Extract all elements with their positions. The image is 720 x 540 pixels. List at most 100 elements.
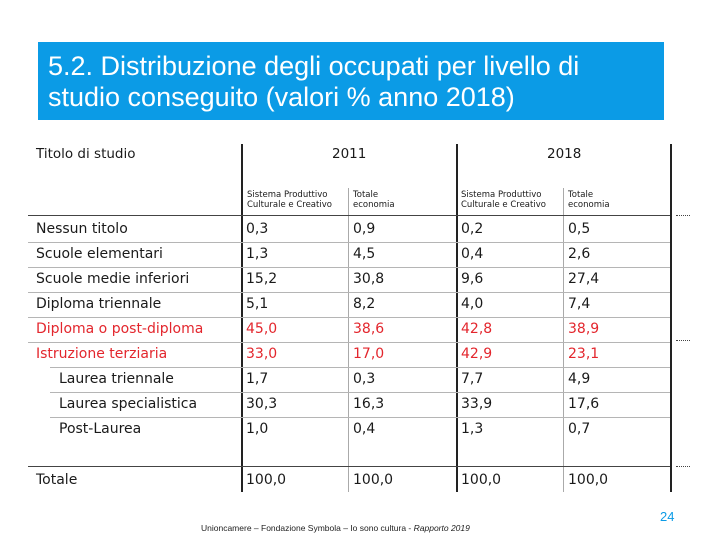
value-cell: 100,0	[568, 472, 609, 488]
table-row: Diploma triennale 5,1 8,2 4,0 7,4	[28, 292, 670, 317]
row-divider	[50, 367, 670, 368]
value-cell: 0,4	[353, 421, 376, 437]
subheader-text: economia	[568, 200, 610, 210]
footer-report: Rapporto 2019	[413, 523, 470, 533]
value-cell: 0,3	[246, 221, 269, 237]
column-divider	[563, 188, 564, 492]
footer-source: Unioncamere – Fondazione Symbola – Io so…	[201, 523, 470, 533]
subheader-totale-2018: Totale economia	[568, 190, 610, 210]
value-cell: 2,6	[568, 246, 591, 262]
slide-title: 5.2. Distribuzione degli occupati per li…	[38, 42, 664, 120]
subheader-text: Sistema Produttivo	[461, 190, 542, 200]
value-cell: 15,2	[246, 271, 278, 287]
year-header-2011: 2011	[332, 146, 367, 162]
subheader-text: Totale	[353, 190, 379, 200]
subheader-sistema-2011: Sistema Produttivo Culturale e Creativo	[247, 190, 332, 210]
value-cell: 1,7	[246, 371, 269, 387]
value-cell: 42,9	[461, 346, 493, 362]
table-row-sub: Post-Laurea 1,0 0,4 1,3 0,7	[28, 417, 670, 442]
dotted-mark	[676, 466, 690, 467]
dotted-mark	[676, 340, 690, 341]
education-table: Titolo di studio 2011 2018 Sistema Produ…	[28, 140, 692, 496]
year-header-2018: 2018	[547, 146, 582, 162]
value-cell: 38,6	[353, 321, 385, 337]
table-row-total: Totale 100,0 100,0 100,0 100,0	[28, 468, 670, 493]
row-label: Laurea triennale	[59, 371, 174, 387]
value-cell: 30,8	[353, 271, 385, 287]
table-row-sub: Laurea triennale 1,7 0,3 7,7 4,9	[28, 367, 670, 392]
value-cell: 45,0	[246, 321, 278, 337]
value-cell: 0,9	[353, 221, 376, 237]
column-divider	[670, 144, 672, 492]
value-cell: 1,3	[461, 421, 484, 437]
column-divider	[456, 144, 458, 492]
row-label: Totale	[36, 472, 78, 488]
value-cell: 30,3	[246, 396, 278, 412]
title-header: Titolo di studio	[36, 146, 136, 162]
header-divider	[28, 215, 670, 216]
total-divider	[28, 466, 670, 467]
subheader-sistema-2018: Sistema Produttivo Culturale e Creativo	[461, 190, 546, 210]
table-row: Scuole medie inferiori 15,2 30,8 9,6 27,…	[28, 267, 670, 292]
value-cell: 33,0	[246, 346, 278, 362]
row-divider	[28, 317, 670, 318]
value-cell: 42,8	[461, 321, 493, 337]
value-cell: 0,3	[353, 371, 376, 387]
subheader-totale-2011: Totale economia	[353, 190, 395, 210]
subheader-text: Culturale e Creativo	[247, 200, 332, 210]
table-row-highlight: Diploma o post-diploma 45,0 38,6 42,8 38…	[28, 317, 670, 342]
value-cell: 100,0	[353, 472, 394, 488]
value-cell: 1,3	[246, 246, 269, 262]
value-cell: 0,5	[568, 221, 591, 237]
subheader-text: Totale	[568, 190, 594, 200]
value-cell: 0,4	[461, 246, 484, 262]
value-cell: 16,3	[353, 396, 385, 412]
value-cell: 0,2	[461, 221, 484, 237]
row-label: Laurea specialistica	[59, 396, 198, 412]
column-divider	[348, 188, 349, 492]
row-label: Post-Laurea	[59, 421, 142, 437]
value-cell: 7,4	[568, 296, 591, 312]
value-cell: 17,6	[568, 396, 600, 412]
value-cell: 7,7	[461, 371, 484, 387]
subheader-text: economia	[353, 200, 395, 210]
row-label: Scuole medie inferiori	[36, 271, 190, 287]
value-cell: 100,0	[461, 472, 502, 488]
row-divider	[50, 392, 670, 393]
row-divider	[28, 242, 670, 243]
subheader-text: Sistema Produttivo	[247, 190, 328, 200]
row-divider	[28, 292, 670, 293]
row-divider	[28, 342, 670, 343]
value-cell: 4,9	[568, 371, 591, 387]
value-cell: 9,6	[461, 271, 484, 287]
row-label: Nessun titolo	[36, 221, 128, 237]
value-cell: 38,9	[568, 321, 600, 337]
value-cell: 0,7	[568, 421, 591, 437]
value-cell: 23,1	[568, 346, 600, 362]
value-cell: 17,0	[353, 346, 385, 362]
subheader-text: Culturale e Creativo	[461, 200, 546, 210]
page-number: 24	[660, 509, 675, 524]
value-cell: 100,0	[246, 472, 287, 488]
dotted-mark	[676, 215, 690, 216]
table-row: Scuole elementari 1,3 4,5 0,4 2,6	[28, 242, 670, 267]
column-divider	[241, 144, 243, 492]
value-cell: 33,9	[461, 396, 493, 412]
row-label: Scuole elementari	[36, 246, 163, 262]
value-cell: 4,0	[461, 296, 484, 312]
footer-text: Unioncamere – Fondazione Symbola – Io so…	[201, 523, 414, 533]
value-cell: 4,5	[353, 246, 376, 262]
row-divider	[50, 417, 670, 418]
value-cell: 1,0	[246, 421, 269, 437]
slide-title-line-1: 5.2. Distribuzione degli occupati per li…	[48, 51, 580, 81]
table-row-highlight: Istruzione terziaria 33,0 17,0 42,9 23,1	[28, 342, 670, 367]
value-cell: 8,2	[353, 296, 376, 312]
row-label: Diploma o post-diploma	[36, 321, 204, 337]
row-label: Diploma triennale	[36, 296, 162, 312]
table-row-sub: Laurea specialistica 30,3 16,3 33,9 17,6	[28, 392, 670, 417]
row-divider	[28, 267, 670, 268]
row-label: Istruzione terziaria	[36, 346, 168, 362]
value-cell: 27,4	[568, 271, 600, 287]
slide-title-line-2: studio conseguito (valori % anno 2018)	[48, 82, 515, 112]
table-row: Nessun titolo 0,3 0,9 0,2 0,5	[28, 217, 670, 242]
